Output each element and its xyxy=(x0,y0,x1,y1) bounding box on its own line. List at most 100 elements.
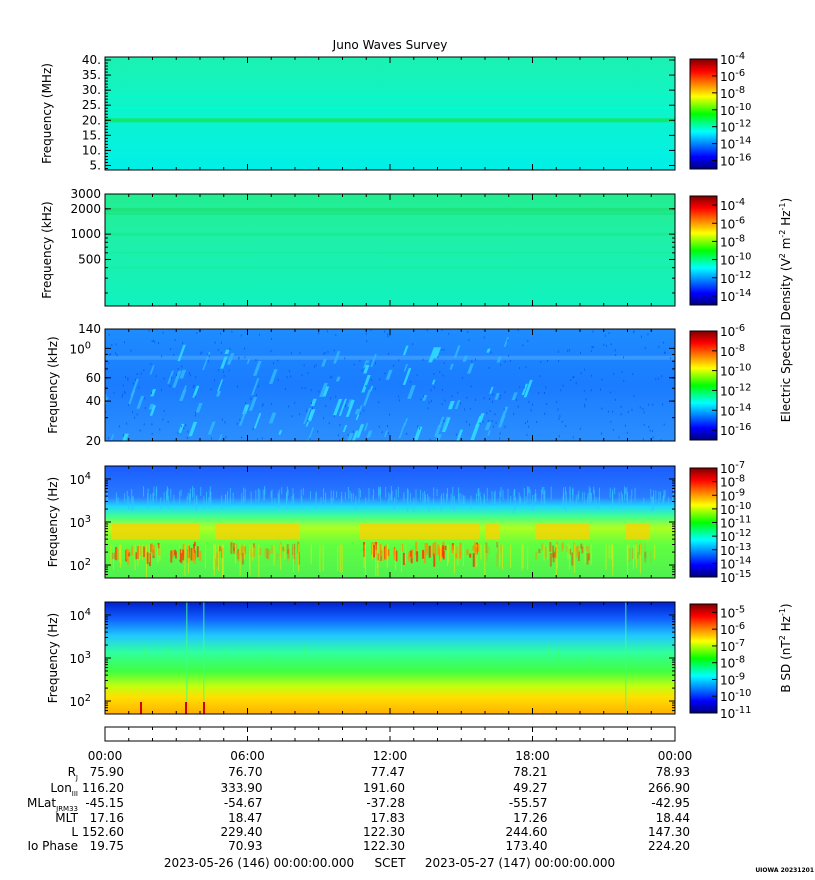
colorbars: 10-410-610-810-1010-1210-1410-1610-410-6… xyxy=(689,51,751,721)
colorbar-tick-label: 10-6 xyxy=(720,215,745,231)
colorbar-tick-label: 10-12 xyxy=(720,528,751,544)
colorbar-gradient xyxy=(690,331,717,440)
y-tick-label: 104 xyxy=(69,607,91,623)
colorbar-gradient xyxy=(690,604,717,713)
colorbar-tick-label: 10-8 xyxy=(720,655,745,671)
y-tick-label: 25. xyxy=(82,98,101,112)
ephemeris-value: 224.20 xyxy=(648,839,690,853)
footer-scet: SCET xyxy=(375,856,407,870)
time-tick-label: 00:00 xyxy=(88,749,123,763)
colorbar-tick-label: 10-16 xyxy=(720,422,751,438)
ephemeris-label: LonIII xyxy=(50,781,78,798)
spectrogram-2 xyxy=(105,194,675,306)
colorbar-tick-label: 10-14 xyxy=(720,555,751,571)
ephemeris-row: L 152.60 229.40 122.30 244.60 147.30 xyxy=(71,825,690,839)
y-tick-label: 15. xyxy=(82,128,101,142)
y-tick-label: 10. xyxy=(82,143,101,157)
spectrogram-5 xyxy=(105,602,675,714)
ephemeris-value: 266.90 xyxy=(648,781,690,795)
ephemeris-value: 122.30 xyxy=(363,839,405,853)
spectrogram-3 xyxy=(105,329,675,441)
colorbar-tick-label: 10-6 xyxy=(720,323,745,339)
ephemeris-value: 76.70 xyxy=(228,765,262,779)
y-axis-label: Frequency (kHz) xyxy=(46,336,60,433)
y-tick-label: 3000 xyxy=(70,187,101,201)
colorbar-3: 10-6 10-8 10-10 10-12 10-14 10-16 xyxy=(689,323,751,441)
spectrogram-4 xyxy=(105,466,675,578)
colorbar-tick-label: 10-4 xyxy=(720,51,745,67)
time-tick-label: 12:00 xyxy=(373,749,408,763)
y-tick-label: 20. xyxy=(82,113,101,127)
ephemeris-row: Io Phase 19.75 70.93 122.30 173.40 224.20 xyxy=(27,839,690,853)
ephemeris-value: -55.57 xyxy=(509,796,548,810)
y-tick-label: 104 xyxy=(69,471,91,487)
ephemeris-value: 147.30 xyxy=(648,825,690,839)
colorbar-tick-label: 10-16 xyxy=(720,153,751,169)
ephemeris-value: 229.40 xyxy=(221,825,263,839)
y-tick-label: 35. xyxy=(82,68,101,82)
colorbar-tick-label: 10-15 xyxy=(720,569,751,585)
y-axis-label: Frequency (Hz) xyxy=(46,477,60,568)
spectrogram-1 xyxy=(105,57,675,170)
colorbar-tick-label: 10-7 xyxy=(720,638,745,654)
ephemeris-value: 191.60 xyxy=(363,781,405,795)
colorbar-tick-label: 10-6 xyxy=(720,68,745,84)
colorbar-tick-label: 10-11 xyxy=(720,515,751,531)
colorbar-gradient xyxy=(690,59,717,169)
ephemeris-row: LonIII 116.20 333.90 191.60 49.27 266.90 xyxy=(50,781,690,798)
spectrogram-panel-3: 20 40 60 100 140 Frequency (kHz) xyxy=(46,322,676,448)
y-tick-label: 5. xyxy=(90,158,101,172)
y-tick-label: 1000 xyxy=(70,227,101,241)
chart-title: Juno Waves Survey xyxy=(332,38,448,52)
ephemeris-value: 152.60 xyxy=(82,825,124,839)
y-tick-label: 40. xyxy=(82,53,101,67)
spectrogram-panels: 5.10.15.20.25.30.35.40. Frequency (MHz) 50… xyxy=(40,53,676,715)
y-axis-label: Frequency (Hz) xyxy=(46,613,60,704)
y-tick-label: 103 xyxy=(69,514,91,530)
y-tick-label: 30. xyxy=(82,83,101,97)
ephemeris-value: -54.67 xyxy=(224,796,263,810)
y-tick-label: 20 xyxy=(86,434,101,448)
ephemeris-label: MLatJRM33 xyxy=(27,796,78,813)
ephemeris-label: L xyxy=(71,825,78,839)
colorbar-tick-label: 10-10 xyxy=(720,252,751,268)
ephemeris-table: RJ 75.90 76.70 77.47 78.21 78.93 LonIII 116.20 3… xyxy=(27,765,690,853)
ephemeris-label: RJ xyxy=(68,765,78,782)
colorbar-tick-label: 10-9 xyxy=(720,671,745,687)
ephemeris-value: 17.16 xyxy=(90,811,124,825)
ephemeris-value: 18.44 xyxy=(656,811,690,825)
colorbar-tick-label: 10-13 xyxy=(720,542,751,558)
colorbar-tick-label: 10-6 xyxy=(720,621,745,637)
footer-stamp: UIOWA 20231201 xyxy=(755,867,814,874)
time-tick-label: 00:00 xyxy=(658,749,693,763)
footer-start-time: 2023-05-26 (146) 00:00:00.000 xyxy=(164,856,354,870)
colorbar-tick-label: 10-12 xyxy=(720,270,751,286)
y-tick-label: 500 xyxy=(78,252,101,266)
ephemeris-value: 116.20 xyxy=(82,781,124,795)
electric-colorbar-label: Electric Spectral Density (V2 m-2 Hz-1) xyxy=(778,198,793,422)
colorbar-tick-label: 10-12 xyxy=(720,119,751,135)
ephemeris-value: 17.83 xyxy=(371,811,405,825)
y-tick-label: 103 xyxy=(69,650,91,666)
ephemeris-value: 19.75 xyxy=(90,839,124,853)
colorbar-tick-label: 10-4 xyxy=(720,197,745,213)
y-tick-label: 140 xyxy=(78,322,101,336)
colorbar-tick-label: 10-11 xyxy=(720,705,751,721)
ephemeris-value: 49.27 xyxy=(513,781,547,795)
ephemeris-row: MLatJRM33 -45.15 -54.67 -37.28 -55.57 -42.95 xyxy=(27,796,690,813)
colorbar-2: 10-4 10-6 10-8 10-10 10-12 10-14 xyxy=(689,195,751,306)
colorbar-tick-label: 10-8 xyxy=(720,233,745,249)
y-axis-label: Frequency (kHz) xyxy=(40,201,54,298)
colorbar-tick-label: 10-5 xyxy=(720,604,745,620)
colorbar-tick-label: 10-10 xyxy=(720,688,751,704)
y-tick-label: 100 xyxy=(69,340,91,356)
ephemeris-label: Io Phase xyxy=(27,839,78,853)
ephemeris-value: 78.93 xyxy=(656,765,690,779)
colorbar-tick-label: 10-10 xyxy=(720,363,751,379)
ephemeris-value: 77.47 xyxy=(371,765,405,779)
colorbar-tick-label: 10-10 xyxy=(720,501,751,517)
ephemeris-value: -37.28 xyxy=(366,796,405,810)
colorbar-tick-label: 10-14 xyxy=(720,402,751,418)
